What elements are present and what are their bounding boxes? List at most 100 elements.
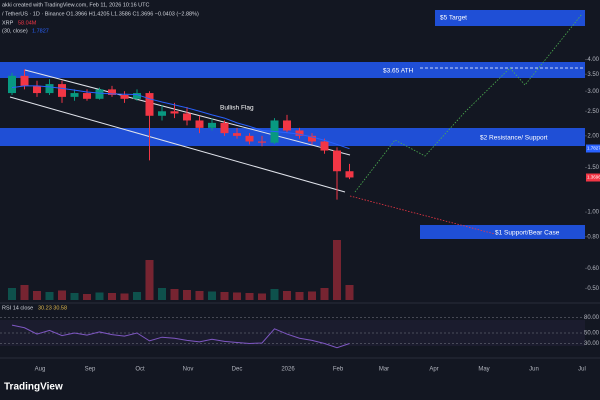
candle-body bbox=[108, 89, 116, 95]
volume-bar bbox=[8, 288, 16, 300]
volume-bar bbox=[95, 292, 104, 300]
volume-bar bbox=[345, 285, 354, 300]
candle-body bbox=[245, 135, 254, 142]
volume-bar bbox=[45, 292, 54, 300]
volume-bar bbox=[83, 294, 91, 300]
candle-body bbox=[45, 84, 54, 94]
price-tag-label: 1.3696 bbox=[587, 175, 600, 180]
candle-body bbox=[258, 141, 266, 143]
price-tag-label: 1.7827 bbox=[587, 146, 600, 151]
header: akki created with TradingView.com, Feb 1… bbox=[2, 2, 149, 8]
volume-bar bbox=[58, 290, 66, 300]
price-tag bbox=[586, 144, 600, 153]
candle-body bbox=[8, 75, 16, 94]
header: XRP bbox=[2, 20, 14, 26]
rsi-tick-label: 30.00 bbox=[584, 341, 600, 347]
candle-body bbox=[283, 120, 291, 131]
candle-body bbox=[333, 150, 341, 172]
volume-bar bbox=[333, 240, 341, 300]
ath-box bbox=[0, 62, 585, 78]
volume-bar bbox=[320, 288, 329, 300]
x-tick-label: May bbox=[478, 367, 489, 373]
volume-bar bbox=[158, 288, 166, 300]
rsi-tick-label: 80.00 bbox=[584, 315, 600, 321]
volume-bar bbox=[70, 293, 79, 300]
y-tick-label: 3.50 bbox=[587, 72, 599, 78]
x-tick-label: Jul bbox=[578, 367, 586, 373]
y-tick-label: 0.60 bbox=[587, 266, 599, 272]
header: 30.23 30.58 bbox=[38, 305, 67, 311]
bear-projection bbox=[349, 195, 496, 235]
volume-bar bbox=[120, 293, 129, 300]
candle-body bbox=[20, 75, 29, 86]
volume-bar bbox=[258, 293, 266, 300]
candle-body bbox=[133, 93, 141, 99]
candle-body bbox=[233, 133, 241, 136]
price-tag bbox=[586, 173, 600, 182]
volume-bar bbox=[283, 291, 291, 300]
header: / TetherUS · 1D · Binance O1.3966 H1.420… bbox=[2, 11, 199, 17]
volume-bar bbox=[308, 291, 316, 300]
volume-bar bbox=[108, 293, 116, 300]
volume-bar bbox=[295, 292, 304, 300]
x-tick-label: Jun bbox=[529, 367, 539, 373]
volume-bar bbox=[233, 292, 241, 300]
x-tick-label: Aug bbox=[35, 367, 46, 373]
volume-bar bbox=[220, 292, 229, 300]
candle-body bbox=[195, 120, 204, 128]
target-box bbox=[435, 10, 585, 26]
y-tick-label: 1.50 bbox=[587, 165, 599, 171]
brand: TradingView bbox=[4, 382, 63, 393]
candle-body bbox=[295, 130, 304, 136]
flag-line bbox=[9, 96, 346, 193]
candle-body bbox=[170, 111, 179, 114]
y-tick-label: 4.00 bbox=[587, 57, 599, 63]
ma-line bbox=[11, 85, 350, 150]
annotation: $5 Target bbox=[440, 15, 467, 22]
candle-body bbox=[58, 84, 66, 97]
x-tick-label: Mar bbox=[379, 367, 389, 373]
rsi-line bbox=[11, 324, 350, 349]
header: 58.04M bbox=[18, 20, 37, 26]
candle-body bbox=[70, 93, 79, 97]
volume-bar bbox=[20, 285, 29, 300]
candle-body bbox=[145, 93, 154, 116]
projection bbox=[354, 13, 583, 193]
header: (30, close) bbox=[2, 28, 28, 34]
volume-bar bbox=[195, 291, 204, 300]
x-tick-label: Apr bbox=[429, 367, 438, 373]
candle-body bbox=[320, 141, 329, 151]
candle-body bbox=[208, 122, 216, 128]
candle-body bbox=[95, 89, 104, 99]
x-tick-label: 2026 bbox=[281, 367, 295, 373]
y-tick-label: 0.50 bbox=[587, 286, 599, 292]
candle-body bbox=[308, 135, 316, 142]
candle-body bbox=[158, 111, 166, 116]
annotation: $1 Support/Bear Case bbox=[495, 230, 560, 237]
volume-bar bbox=[270, 289, 279, 300]
candle-body bbox=[220, 122, 229, 134]
y-tick-label: 1.00 bbox=[587, 210, 599, 216]
header: 1.7827 bbox=[32, 28, 49, 34]
volume-bar bbox=[183, 290, 191, 300]
volume-bar bbox=[33, 291, 41, 300]
volume-bar bbox=[145, 260, 154, 300]
y-tick-label: 2.50 bbox=[587, 109, 599, 115]
resistance-box bbox=[0, 128, 585, 146]
candle-body bbox=[183, 113, 191, 121]
x-tick-label: Feb bbox=[333, 367, 344, 373]
rsi-tick-label: 50.00 bbox=[584, 331, 600, 337]
x-tick-label: Nov bbox=[183, 367, 194, 373]
annotation: $2 Resistance/ Support bbox=[480, 135, 548, 142]
x-tick-label: Dec bbox=[232, 367, 243, 373]
annotation: Bullish Flag bbox=[220, 105, 254, 112]
annotation: $3.65 ATH bbox=[383, 68, 414, 75]
candle-body bbox=[120, 94, 129, 99]
x-tick-label: Oct bbox=[135, 367, 145, 373]
volume-bar bbox=[208, 291, 216, 300]
support-box bbox=[420, 225, 585, 239]
candle-body bbox=[345, 171, 354, 178]
y-tick-label: 3.00 bbox=[587, 89, 599, 95]
x-tick-label: Sep bbox=[85, 367, 96, 373]
